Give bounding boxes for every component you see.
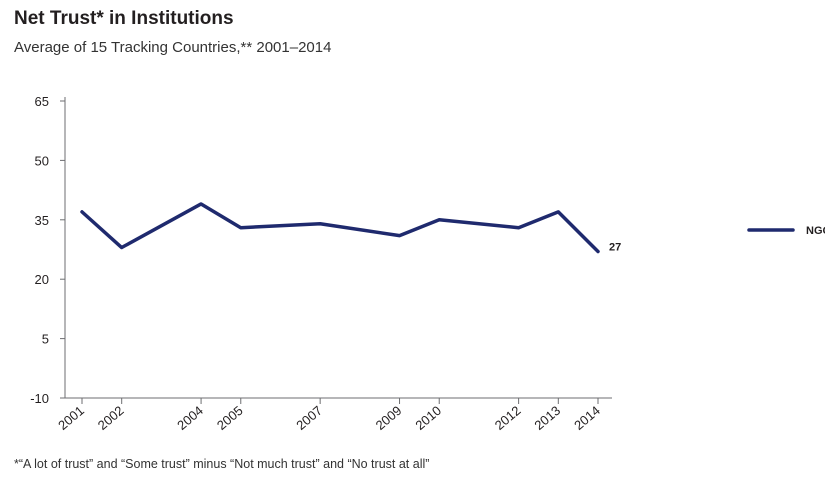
y-tick-label: 5	[42, 332, 49, 347]
y-axis: 65 50 35 20 5 -10	[30, 94, 66, 406]
legend: NGOs	[747, 225, 825, 237]
x-tick-label: 2005	[214, 403, 246, 433]
x-axis: 2001 2002 2004 2005 2007 2009 2010 2012 2013 2014	[55, 397, 612, 433]
chart-subtitle: Average of 15 Tracking Countries,** 2001…	[14, 39, 332, 56]
chart-footnote: *“A lot of trust” and “Some trust” minus…	[14, 457, 430, 471]
y-tick-label: 20	[35, 272, 49, 287]
end-value-label: 27	[609, 241, 621, 253]
x-tick-label: 2009	[373, 403, 405, 433]
x-tick-label: 2013	[531, 403, 563, 433]
x-tick-label: 2004	[174, 403, 206, 433]
legend-label: NGOs	[806, 225, 825, 237]
x-tick-label: 2014	[571, 403, 603, 433]
y-tick-label: 65	[35, 94, 49, 109]
series-lines: 27	[80, 202, 621, 254]
x-tick-label: 2010	[412, 403, 444, 433]
series-line-ngos	[80, 202, 600, 254]
x-tick-label: 2001	[55, 403, 87, 433]
chart-title: Net Trust* in Institutions	[14, 8, 234, 29]
y-tick-label: 35	[35, 213, 49, 228]
x-tick-label: 2007	[293, 403, 325, 433]
x-tick-label: 2012	[492, 403, 524, 433]
y-tick-label: -10	[30, 391, 49, 406]
x-tick-label: 2002	[95, 403, 127, 433]
y-tick-label: 50	[35, 153, 49, 168]
